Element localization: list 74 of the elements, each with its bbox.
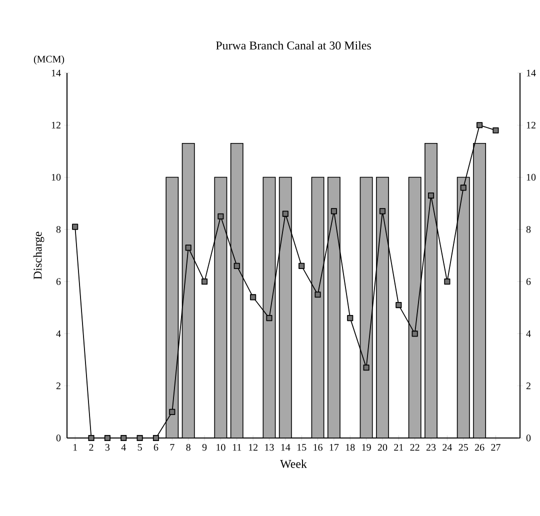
y2-tick-label: 10 bbox=[526, 174, 536, 181]
x-tick-label: 9 bbox=[202, 444, 207, 451]
x-tick-label: 20 bbox=[378, 444, 388, 451]
point bbox=[314, 292, 321, 298]
x-tick-label: 17 bbox=[330, 444, 339, 451]
point bbox=[152, 434, 160, 442]
y2-tick-label: 14 bbox=[526, 70, 536, 76]
y-tick-label: 8 bbox=[56, 226, 61, 233]
y2-tick-label: 12 bbox=[526, 122, 536, 128]
text: (MCM) bbox=[34, 55, 64, 64]
y-axis-title: Discharge bbox=[33, 232, 44, 280]
x-tick-label: 25 bbox=[458, 444, 468, 451]
x-tick-label: 1 bbox=[73, 444, 77, 451]
x-tick-label: 10 bbox=[216, 444, 226, 451]
x-tick-label: 7 bbox=[170, 444, 174, 451]
point bbox=[266, 315, 272, 322]
point bbox=[201, 278, 208, 285]
y-tick-label: 4 bbox=[56, 330, 61, 337]
y2-tick-label: 4 bbox=[526, 330, 531, 337]
x-tick-label: 14 bbox=[281, 444, 290, 451]
x-tick-label: 6 bbox=[154, 444, 158, 451]
x-tick-label: 16 bbox=[314, 444, 322, 451]
x-tick-label: 24 bbox=[442, 444, 452, 451]
chart-title: Purwa Branch Canal at 30 Miles bbox=[216, 41, 371, 50]
x-tick-label: 3 bbox=[105, 444, 110, 451]
point bbox=[347, 315, 354, 322]
point bbox=[282, 210, 288, 217]
point bbox=[250, 294, 256, 300]
y-tick-label: 6 bbox=[56, 278, 61, 285]
point bbox=[298, 262, 305, 269]
x-axis-title: Week bbox=[280, 460, 307, 468]
y-tick-label: 0 bbox=[56, 434, 61, 442]
point bbox=[169, 408, 176, 415]
point bbox=[72, 224, 78, 230]
x-tick-label: 27 bbox=[491, 444, 500, 451]
y2-tick-label: 8 bbox=[526, 226, 531, 233]
point bbox=[444, 278, 450, 285]
x-tick-label: 5 bbox=[138, 444, 142, 451]
x-tick-label: 23 bbox=[426, 444, 436, 451]
x-tick-label: 19 bbox=[362, 444, 371, 451]
point bbox=[136, 434, 143, 442]
x-tick-label: 21 bbox=[394, 444, 404, 451]
point bbox=[185, 244, 192, 251]
point bbox=[120, 434, 127, 442]
point bbox=[379, 208, 386, 214]
y-tick-label: 14 bbox=[52, 70, 61, 76]
point bbox=[234, 262, 240, 269]
point bbox=[330, 208, 337, 214]
x-tick-label: 18 bbox=[346, 444, 355, 451]
point bbox=[104, 434, 110, 442]
x-tick-label: 2 bbox=[89, 444, 94, 451]
y-tick-label: 10 bbox=[52, 174, 61, 181]
point bbox=[363, 364, 370, 371]
point bbox=[412, 330, 418, 337]
x-tick-label: 11 bbox=[232, 444, 242, 451]
y2-tick-label: 0 bbox=[526, 434, 531, 442]
point bbox=[218, 213, 224, 220]
x-tick-label: 13 bbox=[265, 444, 274, 451]
x-tick-label: 15 bbox=[297, 444, 306, 451]
x-tick-label: 22 bbox=[410, 444, 420, 451]
point bbox=[396, 302, 402, 308]
x-tick-label: 12 bbox=[248, 444, 258, 451]
point bbox=[460, 184, 466, 191]
x-tick-label: 26 bbox=[475, 444, 484, 451]
y-tick-label: 2 bbox=[56, 382, 60, 390]
point bbox=[492, 127, 499, 134]
y2-tick-label: 2 bbox=[526, 382, 530, 390]
point bbox=[428, 192, 434, 199]
y2-tick-label: 6 bbox=[526, 278, 531, 285]
x-tick-label: 8 bbox=[186, 444, 190, 451]
point bbox=[476, 122, 483, 128]
y-tick-label: 12 bbox=[52, 122, 60, 128]
x-tick-label: 4 bbox=[121, 444, 126, 451]
point bbox=[88, 434, 94, 442]
